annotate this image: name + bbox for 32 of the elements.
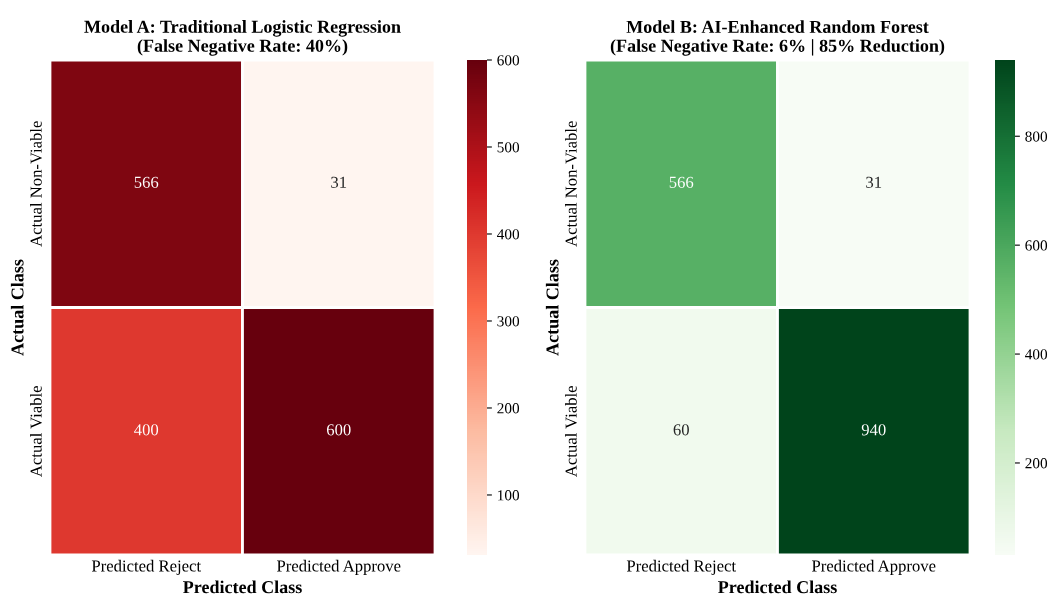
color-bar-label: 500: [497, 142, 520, 153]
y-tick-label: Actual Non-Viable: [30, 121, 42, 247]
data-label: 566: [669, 176, 694, 188]
x-tick-label: Predicted Approve: [276, 559, 401, 575]
chart-title: Model A: Traditional Logistic Regression (False Negative Rate: 40%): [84, 20, 401, 56]
y-tick-label: Actual Viable: [30, 385, 42, 477]
x-axis-title: Predicted Class: [183, 580, 302, 594]
data-label: 31: [331, 176, 347, 188]
color-bar-label: 300: [497, 316, 520, 327]
y-axis-title: Actual Class: [10, 259, 24, 356]
color-bar-label: 100: [498, 490, 520, 501]
color-bar-label: 200: [1025, 458, 1048, 469]
color-bar-label: 600: [497, 55, 520, 66]
y-tick-label: Actual Non-Viable: [565, 121, 577, 247]
data-label: 60: [673, 424, 689, 436]
chart-title: Model B: AI-Enhanced Random Forest (False Negative Rate: 6% | 85% Reduction): [610, 20, 945, 56]
color-bar-label: 400: [1025, 349, 1048, 360]
data-label: 31: [866, 176, 882, 188]
data-label: 940: [861, 424, 886, 436]
y-tick-label: Actual Viable: [565, 385, 577, 477]
y-axis-title: Actual Class: [545, 259, 559, 356]
x-tick-label: Predicted Reject: [91, 559, 201, 575]
color-bar-label: 800: [1025, 131, 1048, 142]
x-axis-title: Predicted Class: [718, 580, 837, 594]
color-bar-label: 400: [497, 229, 520, 240]
data-label: 600: [326, 424, 351, 436]
data-label: 400: [134, 424, 159, 436]
color-bar-label: 200: [497, 403, 520, 414]
x-tick-label: Predicted Approve: [811, 559, 936, 575]
color-bar-label: 600: [1025, 240, 1048, 251]
x-tick-label: Predicted Reject: [626, 559, 736, 575]
data-label: 566: [134, 176, 159, 188]
